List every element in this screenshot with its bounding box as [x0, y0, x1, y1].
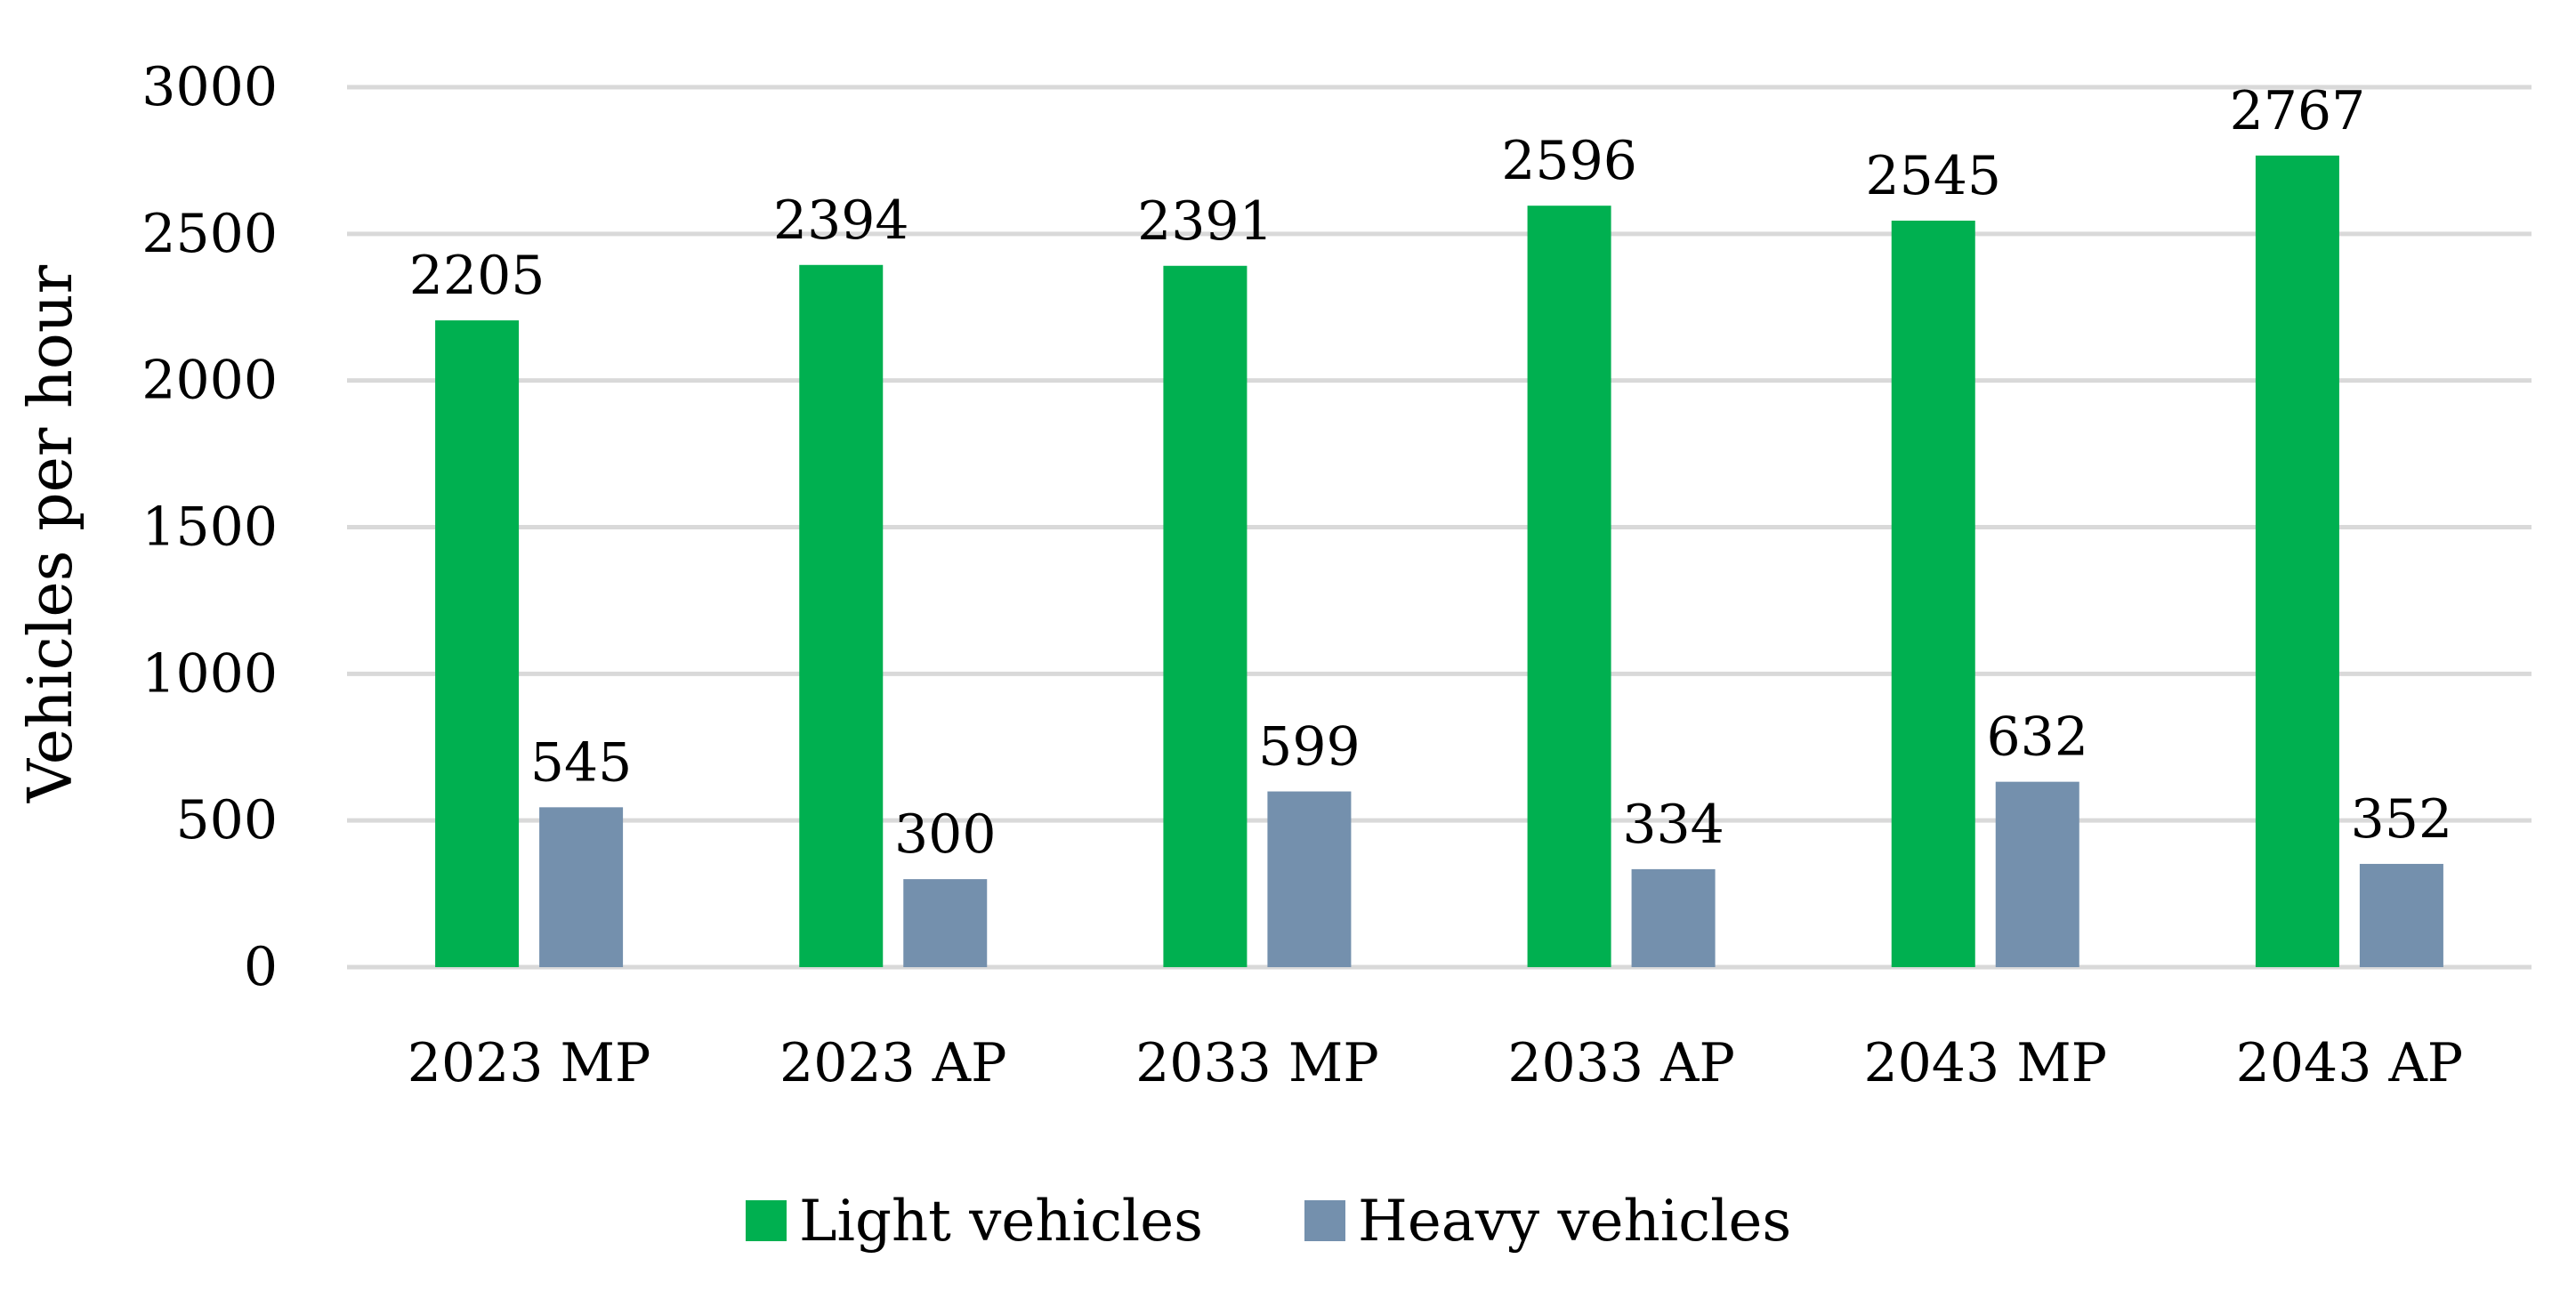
bar-light-vehicles: [1527, 206, 1611, 968]
y-tick-label: 1000: [141, 642, 278, 705]
y-axis-title: Vehicles per hour: [16, 264, 86, 803]
y-tick-label: 3000: [141, 56, 278, 118]
x-axis: 2023 MP 2023 AP 2033 MP 2033 AP 2043 MP 2043 …: [408, 1032, 2463, 1094]
bar-heavy-vehicles: [539, 807, 624, 967]
bar-light-vehicles: [1163, 265, 1248, 968]
data-label: 2596: [1501, 130, 1637, 192]
legend-swatch: [1304, 1200, 1345, 1241]
legend: Light vehicles Heavy vehicles: [746, 1189, 1791, 1255]
legend-swatch: [746, 1200, 787, 1241]
bar-light-vehicles: [2255, 155, 2339, 968]
data-label: 352: [2351, 788, 2453, 851]
data-label: 599: [1258, 716, 1361, 779]
x-tick-label: 2033 AP: [1507, 1032, 1734, 1094]
legend-label: Light vehicles: [799, 1189, 1203, 1255]
data-label: 632: [1986, 706, 2088, 769]
y-axis: 0 500 1000 1500 2000 2500 3000: [141, 56, 278, 998]
bar-heavy-vehicles: [2359, 863, 2443, 967]
data-label: 334: [1622, 794, 1724, 856]
bar-heavy-vehicles: [903, 879, 988, 967]
y-tick-label: 2000: [141, 350, 278, 412]
data-label: 2767: [2230, 80, 2366, 142]
gridlines: [347, 85, 2532, 970]
bar-heavy-vehicles: [1631, 868, 1716, 967]
legend-label: Heavy vehicles: [1358, 1189, 1791, 1255]
y-tick-label: 1500: [141, 496, 278, 559]
x-tick-label: 2043 MP: [1863, 1032, 2107, 1094]
bars: [435, 155, 2443, 968]
bar-light-vehicles: [1891, 220, 1975, 967]
data-label: 545: [530, 731, 633, 794]
data-label: 2545: [1865, 145, 2001, 207]
data-label: 300: [894, 803, 997, 866]
x-tick-label: 2043 AP: [2236, 1032, 2463, 1094]
data-label: 2394: [773, 190, 909, 252]
bar-light-vehicles: [799, 264, 884, 967]
y-tick-label: 2500: [141, 203, 278, 265]
data-labels: 2205 545 2394 300 2391 599 2596 334 2545 632 2767 3…: [409, 80, 2452, 866]
y-tick-label: 0: [244, 936, 278, 998]
bar-heavy-vehicles: [1267, 791, 1352, 967]
bar-heavy-vehicles: [1995, 781, 2079, 967]
x-tick-label: 2033 MP: [1135, 1032, 1379, 1094]
data-label: 2205: [409, 245, 545, 307]
bar-light-vehicles: [435, 320, 520, 968]
x-tick-label: 2023 AP: [779, 1032, 1006, 1094]
y-tick-label: 500: [175, 789, 278, 851]
data-label: 2391: [1137, 190, 1273, 253]
x-tick-label: 2023 MP: [408, 1032, 651, 1094]
